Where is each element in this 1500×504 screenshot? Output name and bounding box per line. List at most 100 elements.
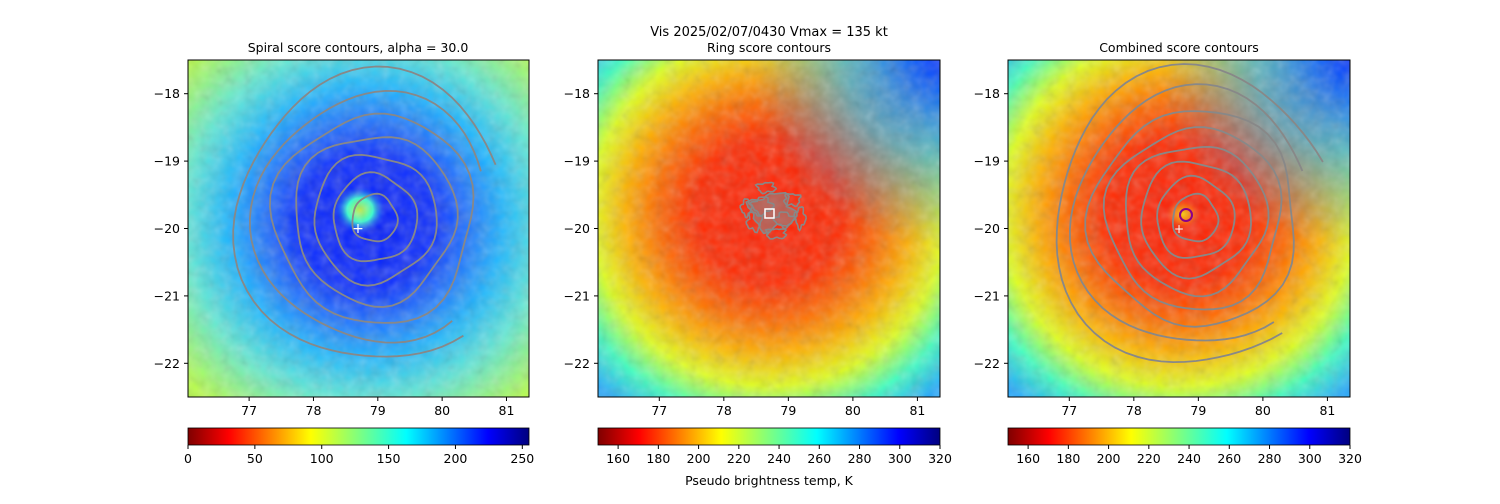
suptitle: Vis 2025/02/07/0430 Vmax = 135 kt: [650, 25, 888, 40]
colorbar-tick-label: 160: [606, 451, 630, 466]
center-circle: [1179, 208, 1193, 222]
x-tick-label: 80: [434, 403, 450, 418]
panel-combined: Combined score contours + 77 78 79 80 81 −18 −…: [974, 40, 1362, 466]
x-tick-label: 78: [716, 403, 732, 418]
contour-line: [232, 65, 497, 358]
x-tick-label: 79: [370, 403, 386, 418]
contour-line: [1156, 174, 1236, 259]
contour-line: [782, 192, 802, 208]
y-tick-label: −19: [564, 154, 590, 169]
y-tick-label: −22: [564, 356, 590, 371]
colorbar-tick-label: 240: [1177, 451, 1201, 466]
panel-title: Ring score contours: [707, 40, 831, 55]
axes: 77 78 79 80 81 −18 −19 −20 −21 −22: [974, 86, 1336, 418]
contour-line: [772, 211, 797, 230]
contour-line: [739, 198, 754, 219]
y-tick-label: −18: [974, 86, 1000, 101]
panel-spiral: Spiral score contours, alpha = 30.0 + 77…: [154, 40, 535, 466]
panel-title: Spiral score contours, alpha = 30.0: [248, 40, 469, 55]
x-tick-label: 78: [306, 403, 322, 418]
colorbar-ticks: 0 50 100 150 200 250: [184, 445, 534, 466]
colorbar-tick-label: 300: [1298, 451, 1322, 466]
center-marker: +: [352, 221, 364, 237]
x-tick-label: 80: [1255, 403, 1271, 418]
x-tick-label: 79: [1190, 403, 1206, 418]
y-tick-label: −20: [564, 221, 590, 236]
colorbar-tick-label: 240: [767, 451, 791, 466]
panel-title: Combined score contours: [1099, 40, 1259, 55]
axes: 77 78 79 80 81 −18 −19 −20 −21 −22: [564, 86, 926, 418]
y-tick-label: −19: [154, 154, 180, 169]
x-tick-label: 80: [845, 403, 861, 418]
colorbar-tick-label: 200: [1097, 451, 1121, 466]
y-tick-label: −20: [974, 221, 1000, 236]
spiral-contours: [232, 65, 497, 358]
panel-ring: Ring score contours 77 78 79 80 81 −18 −19 −20 −…: [564, 40, 952, 488]
combined-contours: [1055, 63, 1324, 364]
contour-line: [1068, 83, 1304, 342]
colorbar-tick-label: 320: [928, 451, 952, 466]
contour-line: [793, 205, 808, 232]
y-tick-label: −21: [154, 288, 180, 303]
y-tick-label: −18: [564, 86, 590, 101]
x-tick-label: 81: [499, 403, 515, 418]
center-marker-square: [764, 208, 775, 219]
contour-line: [1171, 192, 1220, 243]
contour-line: [764, 228, 788, 240]
contour-line: [332, 171, 419, 263]
colorbar-ticks: 160 180 200 220 240 260 280 300 320: [606, 445, 952, 466]
contour-line: [745, 211, 764, 234]
colorbar: [1007, 427, 1351, 446]
contour-line: [1084, 110, 1295, 328]
colorbar: [187, 427, 530, 446]
colorbar-tick-label: 260: [807, 451, 831, 466]
colorbar-tick-label: 250: [510, 451, 534, 466]
colorbar-tick-label: 320: [1338, 451, 1362, 466]
colorbar-tick-label: 100: [310, 451, 334, 466]
x-tick-label: 78: [1126, 403, 1142, 418]
contour-line: [1055, 63, 1324, 364]
y-tick-label: −22: [154, 356, 180, 371]
contour-line: [754, 181, 778, 195]
x-tick-label: 79: [780, 403, 796, 418]
colorbar-tick-label: 280: [848, 451, 872, 466]
y-tick-label: −19: [974, 154, 1000, 169]
contour-line: [295, 136, 459, 308]
x-tick-label: 81: [909, 403, 925, 418]
contour-line: [1124, 145, 1270, 298]
contour-line: [1102, 126, 1283, 311]
ring-contours: [739, 181, 808, 240]
colorbar-tick-label: 200: [687, 451, 711, 466]
axes: 77 78 79 80 81 −18 −19 −20 −21 −22: [154, 86, 515, 418]
colorbar-tick-label: 220: [1137, 451, 1161, 466]
colorbar-tick-label: 160: [1016, 451, 1040, 466]
colorbar-ticks: 160 180 200 220 240 260 280 300 320: [1016, 445, 1362, 466]
contour-line: [248, 89, 482, 344]
colorbar-tick-label: 180: [1056, 451, 1080, 466]
colorbar-tick-label: 0: [184, 451, 192, 466]
y-tick-label: −22: [974, 356, 1000, 371]
colorbar-tick-label: 280: [1258, 451, 1282, 466]
x-tick-label: 77: [651, 403, 667, 418]
colorbar-tick-label: 260: [1217, 451, 1241, 466]
colorbar-tick-label: 220: [727, 451, 751, 466]
y-tick-label: −21: [564, 288, 590, 303]
colorbar-tick-label: 150: [377, 451, 401, 466]
x-tick-label: 77: [1061, 403, 1077, 418]
contour-line: [1140, 160, 1252, 280]
colorbar-tick-label: 50: [247, 451, 263, 466]
center-marker: +: [1174, 222, 1184, 236]
contour-line: [268, 112, 475, 324]
contour-line: [313, 153, 438, 287]
y-tick-label: −20: [154, 221, 180, 236]
colorbar-label: Pseudo brightness temp, K: [685, 473, 854, 488]
colorbar-tick-label: 300: [888, 451, 912, 466]
colorbar-tick-label: 200: [444, 451, 468, 466]
y-tick-label: −18: [154, 86, 180, 101]
x-tick-label: 77: [241, 403, 257, 418]
y-tick-label: −21: [974, 288, 1000, 303]
colorbar: [597, 427, 941, 446]
contour-line: [351, 192, 399, 243]
colorbar-tick-label: 180: [646, 451, 670, 466]
